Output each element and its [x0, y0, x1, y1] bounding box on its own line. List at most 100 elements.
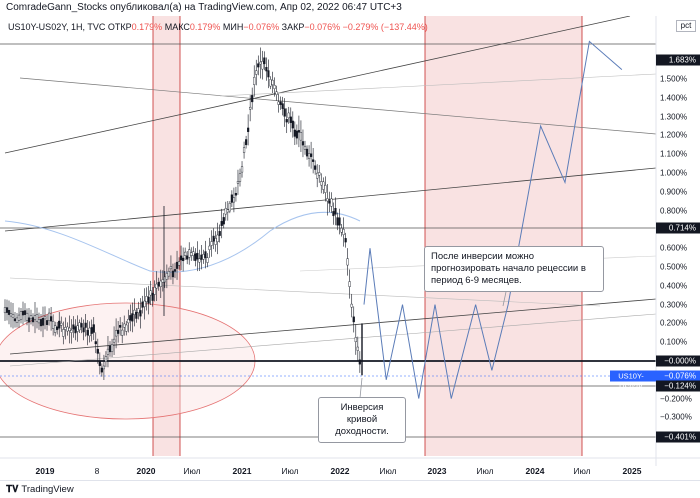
- candle-body: [350, 303, 353, 308]
- candle-body: [102, 365, 106, 370]
- candle-body: [244, 139, 248, 146]
- candle-body: [218, 231, 221, 236]
- candle-body: [303, 145, 307, 150]
- change-value: −0.279% (−137.44%): [342, 22, 428, 32]
- candle-body: [131, 313, 134, 322]
- price-chart[interactable]: [0, 16, 700, 466]
- candle-body: [279, 101, 282, 105]
- percent-scale-button[interactable]: pct: [676, 20, 696, 32]
- candle-body: [214, 238, 217, 245]
- high-value: 0.179%: [189, 22, 221, 32]
- candle-body: [322, 181, 325, 190]
- candle-body: [33, 315, 37, 320]
- candle-body: [171, 270, 175, 278]
- callout-pointer: [359, 377, 363, 399]
- tradingview-footer[interactable]: 𝐓𝐕 TradingView: [0, 480, 700, 498]
- symbol-price-tag: US10Y-US02Y: [610, 370, 656, 392]
- candle-body: [228, 202, 231, 212]
- candle-body: [232, 197, 236, 203]
- y-tick-label: 0.500%: [660, 262, 688, 272]
- candle-body: [70, 329, 73, 333]
- trend-line: [9, 298, 657, 355]
- candle-body: [255, 70, 258, 75]
- candle-body: [98, 360, 101, 366]
- candle-body: [173, 269, 177, 272]
- candle-body: [299, 132, 303, 141]
- candle-body: [265, 67, 268, 72]
- y-tick-label: 1.000%: [660, 168, 688, 178]
- x-tick-label: Июл: [183, 466, 201, 476]
- candle-body: [114, 330, 118, 337]
- candle-body: [242, 147, 246, 153]
- candle-body: [188, 249, 191, 258]
- candle-body: [179, 255, 183, 261]
- trend-line: [9, 277, 601, 307]
- candle-body: [324, 185, 327, 193]
- publish-info: ComradeGann_Stocks опубликовал(а) на Tra…: [6, 2, 402, 13]
- tag-top-level: 1.683%: [656, 54, 700, 66]
- candle-body: [269, 79, 272, 87]
- candle-body: [45, 320, 49, 325]
- candle-body: [78, 322, 81, 331]
- tag-current-price: −0.076%: [656, 370, 700, 382]
- candle-body: [194, 253, 197, 261]
- y-tick-label: 0.300%: [660, 300, 688, 310]
- candle-body: [141, 301, 144, 308]
- candle-body: [230, 194, 233, 203]
- candle-body: [82, 327, 85, 333]
- inversion-callout[interactable]: Инверсия кривой доходности.: [318, 397, 406, 443]
- candle-body: [37, 319, 41, 324]
- close-label: ЗАКР: [281, 22, 305, 32]
- y-tick-label: 0.800%: [660, 206, 688, 216]
- candle-body: [169, 266, 173, 270]
- candle-body: [332, 211, 335, 217]
- candle-body: [222, 217, 225, 225]
- candlesticks: [3, 47, 363, 381]
- candle-body: [35, 314, 39, 322]
- candle-body: [167, 270, 171, 277]
- candle-body: [139, 310, 142, 317]
- candle-body: [271, 79, 274, 86]
- candle-body: [344, 238, 347, 243]
- candle-body: [275, 91, 278, 95]
- candle-body: [165, 273, 168, 280]
- symbol-label: US10Y-US02Y, 1H, TVC: [8, 22, 106, 32]
- candle-body: [289, 116, 292, 123]
- candle-body: [206, 257, 209, 263]
- candle-body: [88, 327, 91, 337]
- candle-body: [92, 324, 95, 333]
- tag-mid-level: 0.714%: [656, 222, 700, 234]
- candle-body: [157, 282, 160, 287]
- candle-body: [338, 217, 341, 226]
- candle-body: [58, 320, 61, 329]
- y-tick-label: 0.900%: [660, 187, 688, 197]
- candle-body: [261, 61, 264, 70]
- candle-body: [287, 112, 290, 119]
- candle-body: [80, 323, 83, 328]
- candle-body: [283, 108, 286, 117]
- candle-body: [285, 119, 288, 123]
- candle-body: [153, 287, 156, 295]
- candle-body: [127, 319, 130, 324]
- candle-body: [342, 229, 345, 235]
- x-tick-label: 2024: [525, 466, 545, 476]
- candle-body: [216, 234, 219, 243]
- candle-body: [100, 367, 103, 373]
- forecast-callout[interactable]: После инверсии можно прогнозировать нача…: [424, 246, 604, 292]
- candle-body: [177, 261, 181, 266]
- candle-body: [62, 329, 65, 337]
- candle-body: [204, 251, 207, 258]
- candle-body: [277, 101, 280, 105]
- tag-bottom-level: −0.401%: [656, 431, 700, 443]
- y-tick-label: 1.200%: [660, 130, 688, 140]
- candle-body: [15, 317, 19, 323]
- open-value: 0.179%: [131, 22, 163, 32]
- candle-body: [106, 348, 110, 355]
- candle-body: [340, 227, 343, 233]
- candle-body: [21, 310, 25, 316]
- candle-body: [297, 130, 301, 133]
- candle-body: [125, 324, 128, 332]
- candle-body: [202, 254, 205, 260]
- y-tick-label: 1.300%: [660, 112, 688, 122]
- candle-body: [68, 327, 71, 332]
